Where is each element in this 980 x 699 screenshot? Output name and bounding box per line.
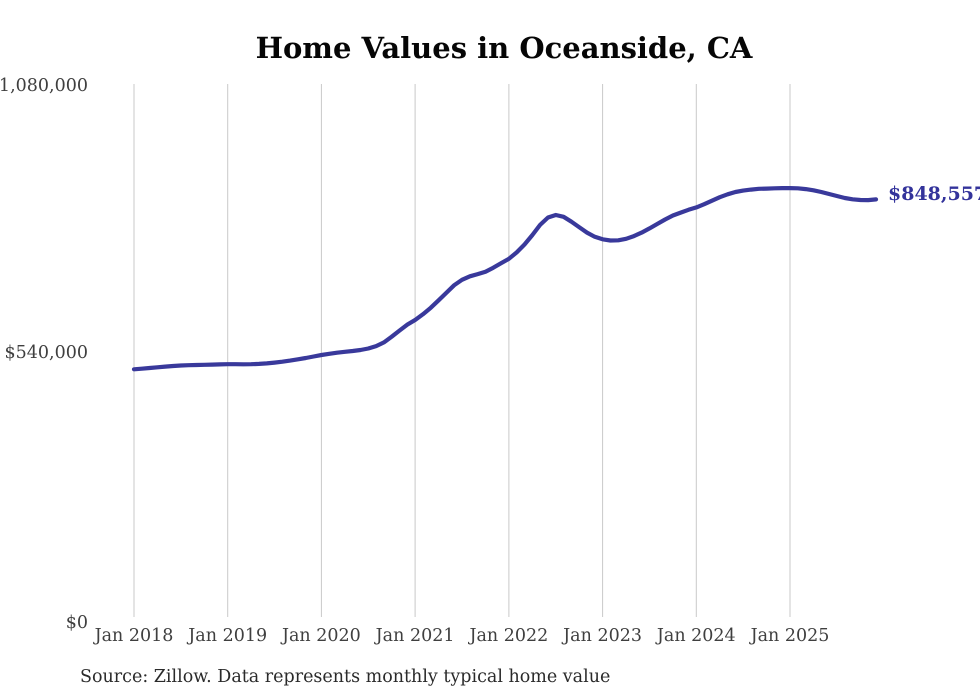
chart-title: Home Values in Oceanside, CA bbox=[256, 31, 753, 65]
x-tick-label-2018: Jan 2018 bbox=[93, 626, 174, 646]
x-tick-label-2020: Jan 2020 bbox=[280, 626, 361, 646]
x-tick-label-2021: Jan 2021 bbox=[374, 626, 455, 646]
x-axis: Jan 2018 Jan 2019 Jan 2020 Jan 2021 Jan … bbox=[93, 626, 830, 646]
y-tick-label-middle: $540,000 bbox=[4, 343, 88, 363]
home-value-line bbox=[131, 186, 879, 372]
x-tick-label-2023: Jan 2023 bbox=[561, 626, 642, 646]
x-tick-label-2019: Jan 2019 bbox=[186, 626, 267, 646]
y-axis: $1,080,000 $540,000 $0 bbox=[0, 76, 88, 633]
y-tick-label-top: $1,080,000 bbox=[0, 76, 88, 96]
y-tick-label-zero: $0 bbox=[66, 613, 88, 633]
x-tick-label-2025: Jan 2025 bbox=[749, 626, 830, 646]
x-tick-label-2024: Jan 2024 bbox=[655, 626, 736, 646]
x-tick-label-2022: Jan 2022 bbox=[467, 626, 548, 646]
final-value-label: $848,557 bbox=[888, 183, 980, 205]
source-note: Source: Zillow. Data represents monthly … bbox=[80, 667, 610, 687]
year-gridlines bbox=[133, 84, 791, 617]
